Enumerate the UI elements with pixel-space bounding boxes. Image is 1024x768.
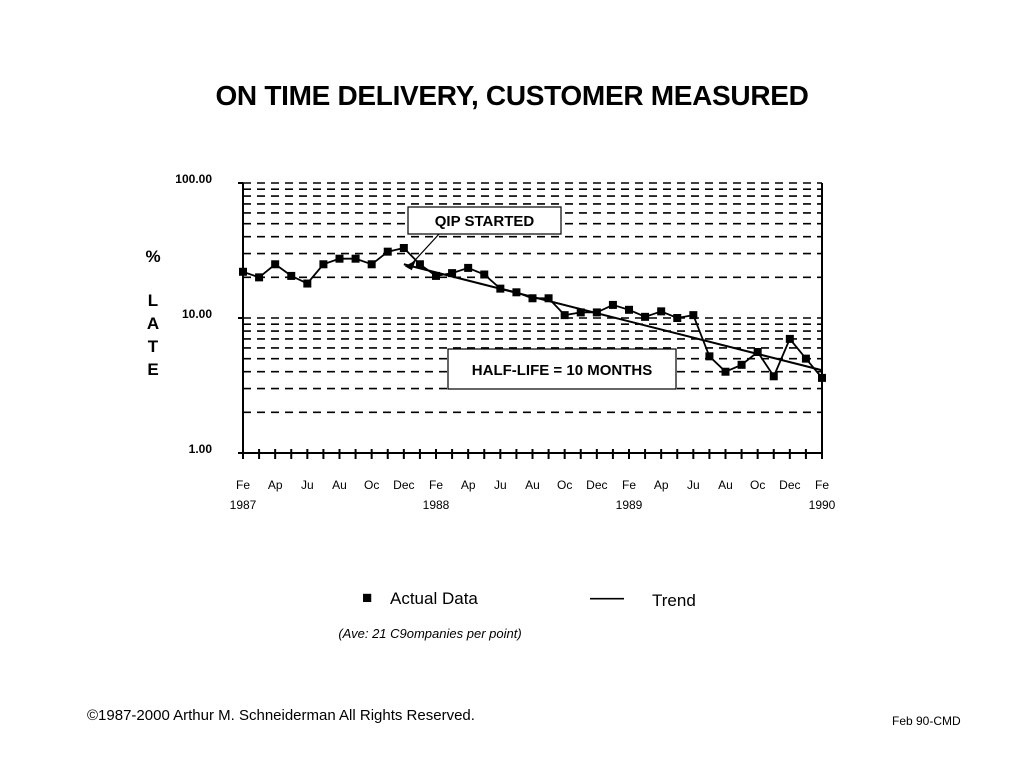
data-point: [657, 307, 666, 316]
legend-actual-label: Actual Data: [390, 589, 478, 608]
x-tick-label: Dec: [393, 478, 414, 492]
data-point: [255, 273, 264, 282]
chart-area: 100.00 10.00 1.00 Fe Ap Ju Au Oc Dec Fe Ap Ju Au Oc De…: [145, 172, 836, 512]
x-tick-label: Ju: [687, 478, 700, 492]
data-point: [576, 308, 585, 317]
x-tick-label: Ap: [268, 478, 283, 492]
data-point: [608, 300, 617, 309]
x-year-label: 1987: [230, 498, 257, 512]
series-trend-line: [403, 263, 823, 372]
data-point: [319, 260, 328, 269]
data-point: [432, 271, 440, 280]
data-point: [287, 271, 296, 280]
data-point: [721, 367, 730, 376]
data-point: [351, 254, 360, 263]
y-axis-title-letter: T: [148, 337, 159, 356]
x-tick-label: Fe: [236, 478, 250, 492]
annotation-qip-text: QIP STARTED: [435, 213, 535, 230]
x-year-label: 1990: [809, 498, 836, 512]
data-point: [335, 254, 344, 263]
data-point: [689, 311, 698, 320]
data-point: [769, 372, 778, 381]
data-point: [673, 314, 682, 322]
x-tick-label: Au: [718, 478, 733, 492]
legend-actual-marker: ■: [362, 588, 373, 607]
data-point: [785, 334, 794, 343]
data-point: [705, 352, 714, 361]
data-point: [480, 270, 489, 279]
x-tick-label: Fe: [622, 478, 636, 492]
legend-trend-label: Trend: [652, 591, 696, 610]
x-tick-label: Ju: [494, 478, 507, 492]
data-point: [528, 294, 537, 303]
data-point: [801, 354, 810, 363]
data-point: [641, 312, 650, 321]
chart-title: ON TIME DELIVERY, CUSTOMER MEASURED: [215, 80, 809, 111]
data-point: [818, 373, 826, 382]
chart-note: (Ave: 21 C9ompanies per point): [338, 626, 522, 641]
y-tick-label: 100.00: [175, 172, 212, 186]
x-year-label: 1989: [616, 498, 643, 512]
x-tick-label: Ju: [301, 478, 314, 492]
data-point: [560, 311, 569, 320]
data-point: [239, 267, 247, 276]
y-axis-title-letter: L: [148, 291, 158, 310]
x-tick-label: Au: [525, 478, 540, 492]
x-tick-label: Oc: [557, 478, 572, 492]
annotation-box-qip: [407, 206, 562, 235]
data-point: [367, 260, 376, 269]
x-tick-label: Fe: [429, 478, 443, 492]
copyright-text: ©1987-2000 Arthur M. Schneiderman All Ri…: [87, 707, 475, 724]
data-point: [303, 279, 312, 288]
x-tick-label: Fe: [815, 478, 829, 492]
x-tick-label: Oc: [364, 478, 379, 492]
y-tick-label: 10.00: [182, 307, 212, 321]
legend-trend-line: ——: [590, 588, 624, 607]
data-point: [737, 360, 746, 369]
slide-code: Feb 90-CMD: [892, 714, 961, 728]
y-axis-title-letter: E: [147, 360, 158, 379]
x-tick-label: Ap: [654, 478, 669, 492]
data-point: [753, 347, 762, 356]
data-point: [383, 247, 392, 256]
x-tick-label: Ap: [461, 478, 476, 492]
x-tick-label: Au: [332, 478, 347, 492]
data-point: [415, 260, 424, 269]
x-tick-label: Dec: [586, 478, 607, 492]
annotation-halflife-text: HALF-LIFE = 10 MONTHS: [472, 362, 652, 379]
data-point: [464, 263, 473, 272]
data-point: [399, 244, 408, 253]
y-axis-title-letter: %: [145, 247, 160, 266]
data-point: [544, 294, 553, 303]
data-point: [448, 269, 457, 278]
x-year-label: 1988: [423, 498, 450, 512]
x-tick-label: Oc: [750, 478, 765, 492]
data-point: [271, 260, 280, 269]
y-axis-title-letter: A: [147, 314, 159, 333]
y-tick-label: 1.00: [189, 442, 213, 456]
annotation-arrowhead: [404, 260, 416, 271]
annotation-box-halflife: [447, 348, 677, 390]
data-point: [625, 305, 633, 314]
x-tick-label: Dec: [779, 478, 800, 492]
